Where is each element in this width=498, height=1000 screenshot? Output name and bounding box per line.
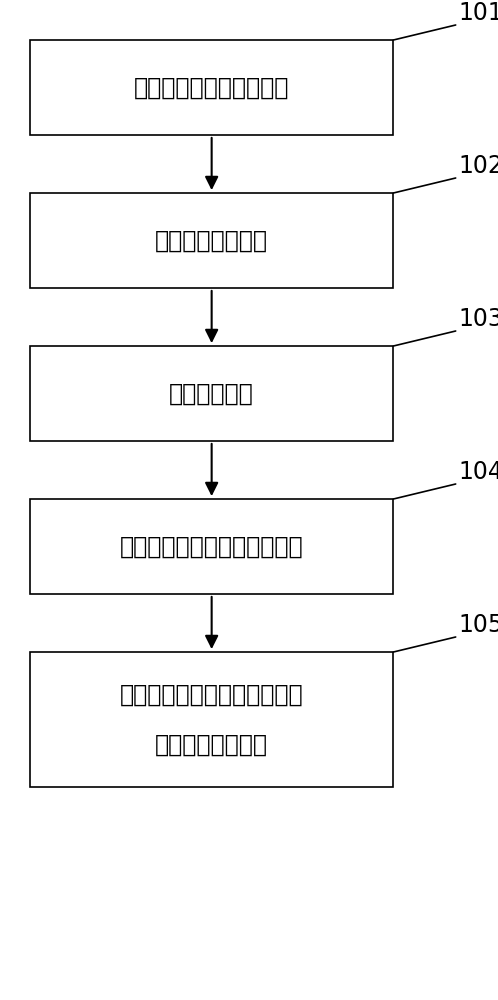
Bar — [30, 40, 393, 135]
Text: 105: 105 — [458, 613, 498, 637]
Bar — [30, 346, 393, 441]
Text: 岩相解释模版建立及解释: 岩相解释模版建立及解释 — [134, 76, 289, 100]
Text: 101: 101 — [458, 1, 498, 25]
Text: 104: 104 — [458, 460, 498, 484]
Text: 确定有限元模拟中边界条件，: 确定有限元模拟中边界条件， — [120, 683, 303, 707]
Text: 建立岩相三维模型: 建立岩相三维模型 — [155, 229, 268, 252]
Text: 三维非均质力学参数模型建立: 三维非均质力学参数模型建立 — [120, 535, 303, 559]
Bar — [30, 193, 393, 288]
Bar — [30, 499, 393, 594]
Text: 求解力学参数: 求解力学参数 — [169, 382, 254, 406]
Text: 预测三维地应力场: 预测三维地应力场 — [155, 733, 268, 757]
Text: 102: 102 — [458, 154, 498, 178]
Text: 103: 103 — [458, 307, 498, 331]
Bar — [30, 652, 393, 787]
